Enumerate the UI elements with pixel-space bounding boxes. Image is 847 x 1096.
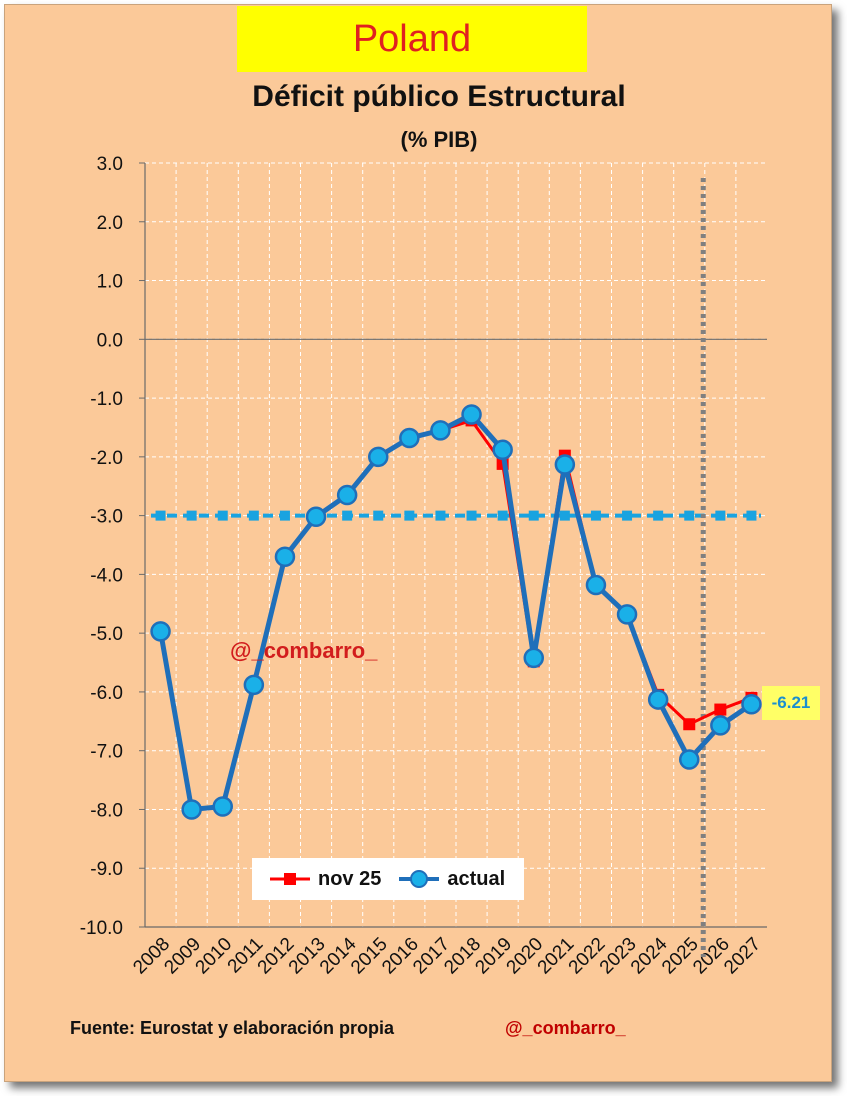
chart-title: Déficit público Estructural — [252, 80, 626, 113]
chart-legend: nov 25 actual — [252, 858, 524, 900]
last-value-label: -6.21 — [762, 686, 820, 720]
point-nov25 — [683, 718, 696, 731]
reference-marker — [528, 510, 539, 521]
y-tick-label: -7.0 — [90, 742, 123, 763]
y-tick-label: -9.0 — [90, 859, 123, 880]
point-actual — [647, 689, 669, 710]
chart-subtitle: (% PIB) — [400, 127, 478, 152]
watermark-handle: @_combarro_ — [230, 638, 378, 663]
point-actual — [585, 574, 607, 596]
point-actual — [461, 404, 482, 425]
reference-marker — [435, 510, 446, 521]
point-actual — [554, 454, 576, 475]
point-actual — [243, 674, 265, 696]
x-tick-label: 2027 — [720, 934, 765, 979]
y-tick-label: -5.0 — [90, 624, 123, 645]
reference-marker — [559, 510, 570, 521]
point-actual — [399, 427, 420, 449]
y-tick-label: -6.0 — [90, 683, 123, 704]
reference-marker — [466, 510, 477, 521]
footer-handle: @_combarro_ — [505, 1018, 626, 1038]
reference-marker — [746, 510, 757, 521]
point-actual — [181, 799, 202, 820]
y-tick-label: 3.0 — [97, 154, 123, 175]
y-tick-label: -4.0 — [90, 565, 123, 586]
reference-marker — [186, 510, 197, 521]
point-actual — [492, 439, 513, 461]
y-tick-label: 2.0 — [97, 213, 123, 234]
y-tick-label: 1.0 — [97, 272, 123, 293]
y-tick-label: -8.0 — [90, 800, 123, 821]
legend-swatch-nov25 — [270, 873, 310, 885]
reference-marker — [217, 510, 228, 521]
point-actual — [679, 749, 700, 770]
y-tick-label: -10.0 — [80, 918, 123, 939]
point-actual — [741, 694, 762, 715]
reference-marker — [155, 510, 166, 521]
y-tick-label: 0.0 — [97, 330, 123, 351]
reference-marker — [248, 510, 259, 521]
reference-marker — [622, 510, 633, 521]
point-actual — [368, 446, 389, 468]
legend-item-nov25: nov 25 — [268, 868, 381, 891]
point-actual — [212, 796, 233, 817]
reference-marker — [653, 510, 664, 521]
reference-marker — [715, 510, 726, 521]
legend-label-actual: actual — [447, 867, 506, 890]
reference-marker — [404, 510, 415, 521]
reference-marker — [497, 510, 508, 521]
point-actual — [274, 546, 296, 568]
point-actual — [336, 484, 358, 506]
reference-marker — [279, 510, 290, 521]
point-actual — [150, 621, 171, 642]
point-actual — [523, 647, 544, 669]
country-title: Poland — [237, 6, 587, 72]
legend-item-actual: actual — [397, 867, 505, 891]
reference-marker — [342, 510, 353, 521]
legend-swatch-actual — [399, 870, 440, 888]
y-tick-label: -2.0 — [90, 448, 123, 469]
reference-marker — [684, 510, 695, 521]
point-nov25 — [714, 703, 727, 716]
chart-frame — [4, 4, 832, 1082]
y-tick-label: -1.0 — [90, 389, 123, 410]
point-actual — [305, 506, 327, 528]
point-actual — [430, 420, 451, 441]
footer-source: Fuente: Eurostat y elaboración propia — [70, 1018, 395, 1038]
series-line-actual — [158, 411, 753, 813]
legend-label-nov25: nov 25 — [318, 867, 382, 890]
reference-marker — [590, 510, 601, 521]
reference-marker — [373, 510, 384, 521]
point-actual — [710, 715, 731, 736]
y-tick-label: -3.0 — [90, 507, 123, 528]
point-actual — [616, 604, 638, 625]
